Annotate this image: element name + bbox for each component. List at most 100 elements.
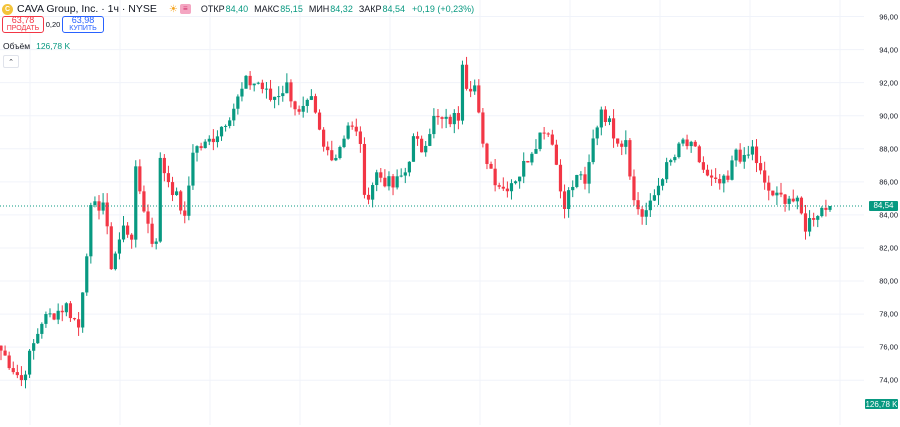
candle xyxy=(219,126,224,141)
candle xyxy=(795,195,799,210)
candle xyxy=(342,135,346,149)
candle xyxy=(656,177,661,206)
candle xyxy=(636,192,640,215)
candle xyxy=(346,122,350,140)
candle xyxy=(338,145,342,160)
sell-label: ПРОДАТЬ xyxy=(6,25,40,32)
candle xyxy=(281,85,285,102)
candle xyxy=(166,165,171,188)
candle xyxy=(15,364,19,379)
candle xyxy=(746,145,750,159)
candle xyxy=(497,182,501,190)
candle xyxy=(758,155,763,175)
candle xyxy=(603,106,607,126)
candle xyxy=(632,169,636,206)
candle xyxy=(562,184,567,219)
candle xyxy=(81,292,85,333)
candle xyxy=(252,83,256,92)
high-key: МАКС xyxy=(254,4,280,14)
candle xyxy=(350,121,354,130)
price-axis-label: 74,00 xyxy=(879,375,898,385)
collapse-button[interactable]: ⌃ xyxy=(3,55,19,68)
candle xyxy=(742,147,746,169)
candle xyxy=(726,170,730,183)
candle xyxy=(420,135,424,153)
candle xyxy=(677,141,681,159)
high-value: 85,15 xyxy=(280,4,303,14)
candle xyxy=(812,212,816,227)
candle xyxy=(415,131,420,146)
candle xyxy=(567,187,571,218)
candle xyxy=(644,202,648,226)
buy-price: 63,98 xyxy=(71,15,95,25)
candle xyxy=(807,210,812,237)
candle xyxy=(763,161,767,190)
candle xyxy=(154,238,158,250)
candle xyxy=(85,253,89,296)
candle xyxy=(526,160,530,163)
candle xyxy=(624,130,628,155)
candle xyxy=(48,308,52,318)
menu-icon[interactable]: ≡ xyxy=(179,4,191,14)
candle xyxy=(244,74,248,89)
candle xyxy=(591,129,595,165)
candle xyxy=(277,86,281,106)
candle xyxy=(203,139,207,149)
symbol-title[interactable]: CAVA Group, Inc. · 1ч · NYSE xyxy=(17,3,157,15)
candle xyxy=(305,98,309,113)
candle xyxy=(146,204,150,234)
candle xyxy=(317,109,322,131)
candle xyxy=(513,180,518,185)
candle xyxy=(583,166,587,190)
candle xyxy=(56,303,60,325)
volume-tag: 126,78 K xyxy=(865,399,898,409)
sell-button[interactable]: 63,78 ПРОДАТЬ xyxy=(2,16,44,33)
candle xyxy=(620,140,624,156)
candle xyxy=(791,189,795,203)
candle xyxy=(489,161,493,169)
candle xyxy=(52,313,56,321)
low-value: 84,32 xyxy=(330,4,353,14)
candle xyxy=(403,167,407,184)
candle xyxy=(158,152,162,243)
candle xyxy=(718,174,722,190)
candle xyxy=(44,311,48,328)
candle xyxy=(505,181,509,198)
candle xyxy=(411,133,416,162)
candle xyxy=(518,176,522,189)
candle xyxy=(232,103,236,127)
candle xyxy=(558,159,563,199)
candle xyxy=(379,168,383,183)
candle xyxy=(23,370,28,389)
candle xyxy=(371,182,375,208)
price-axis-label: 76,00 xyxy=(879,342,898,352)
candle xyxy=(652,189,656,202)
cava-logo: C xyxy=(2,3,13,15)
candle xyxy=(571,180,575,198)
candle xyxy=(142,185,146,213)
candle xyxy=(256,81,260,85)
candle xyxy=(36,328,40,345)
candle xyxy=(432,108,436,139)
candle xyxy=(440,116,444,129)
candle xyxy=(460,60,465,125)
candle xyxy=(628,138,632,180)
candle xyxy=(101,193,105,215)
candle xyxy=(334,154,338,162)
sun-icon[interactable]: ☀ xyxy=(168,3,178,15)
candle xyxy=(354,118,358,137)
candle xyxy=(93,196,97,208)
candle xyxy=(264,81,269,99)
candle xyxy=(322,127,326,152)
candle xyxy=(313,93,318,114)
candle xyxy=(240,82,244,102)
candle xyxy=(616,138,620,147)
candle xyxy=(448,114,452,128)
candle xyxy=(579,171,583,180)
candle xyxy=(509,179,514,200)
candle xyxy=(134,160,138,248)
candle xyxy=(554,139,558,166)
candle xyxy=(248,71,252,90)
buy-button[interactable]: 63,98 КУПИТЬ xyxy=(62,16,104,33)
